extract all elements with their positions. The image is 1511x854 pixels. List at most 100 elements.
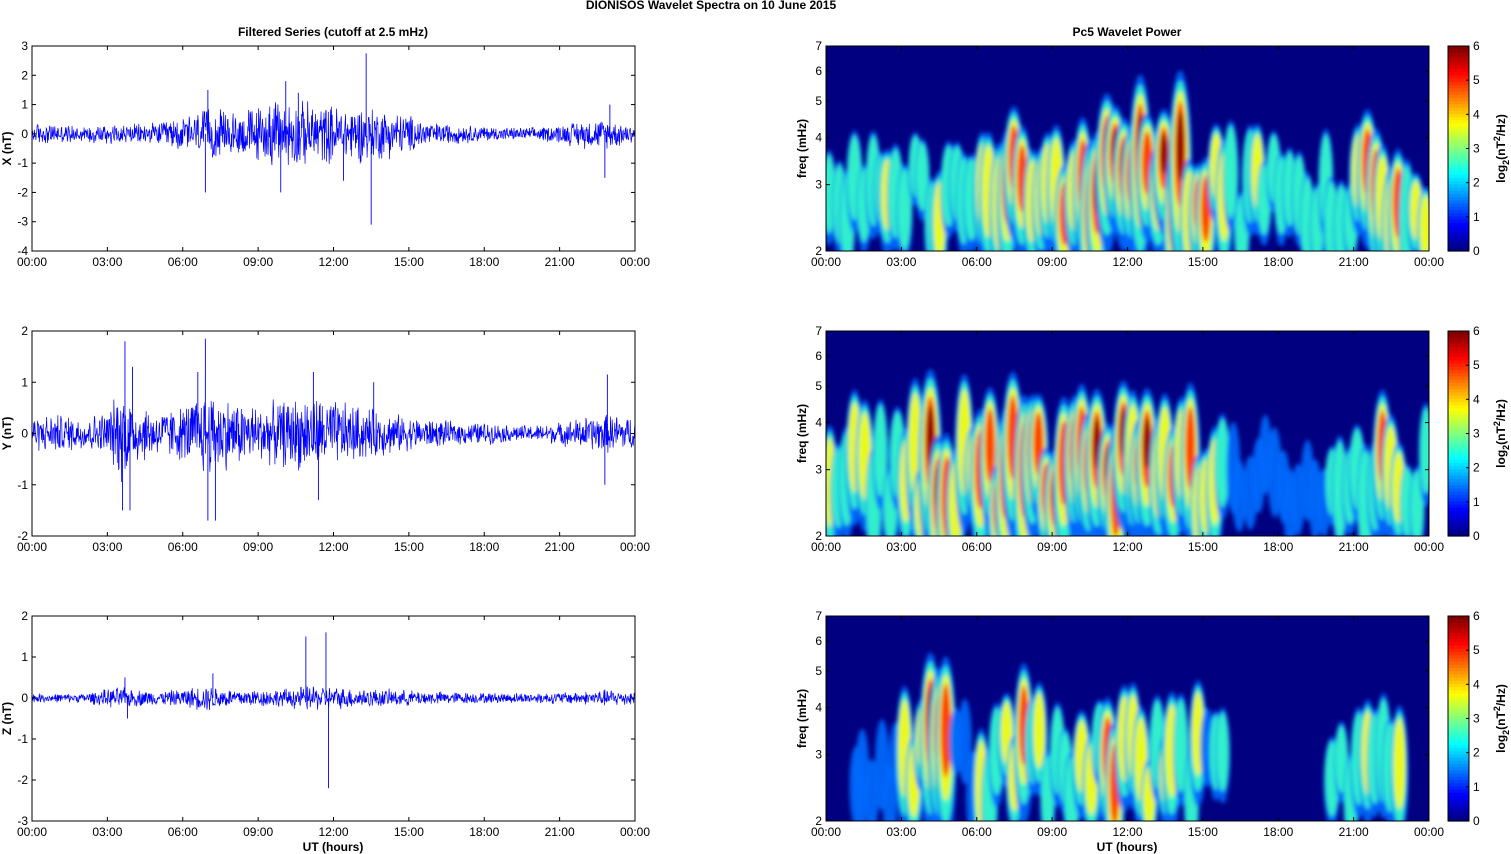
x-tick-label: 21:00 bbox=[1339, 540, 1369, 554]
y-tick-label: 6 bbox=[815, 349, 822, 363]
right-column-title: Pc5 Wavelet Power bbox=[1073, 25, 1182, 39]
x-tick-label: 06:00 bbox=[168, 540, 198, 554]
colorbar-cell bbox=[1448, 97, 1469, 102]
x-tick-label: 12:00 bbox=[318, 540, 348, 554]
colorbar-cell bbox=[1448, 337, 1469, 342]
x-tick-label: 00:00 bbox=[811, 255, 841, 269]
colorbar-cell bbox=[1448, 391, 1469, 396]
colorbar-cell bbox=[1448, 148, 1469, 153]
y-axis-label: X (nT) bbox=[0, 132, 14, 166]
plot-frame bbox=[31, 45, 636, 252]
x-tick-label: 15:00 bbox=[1188, 255, 1218, 269]
colorbar-cell bbox=[1448, 798, 1469, 803]
colorbar-cell bbox=[1448, 756, 1469, 761]
y-tick-label: -4 bbox=[17, 244, 28, 258]
x-tick-label: 15:00 bbox=[394, 540, 424, 554]
colorbar-cell bbox=[1448, 49, 1469, 53]
colorbar-tick-label: 5 bbox=[1473, 643, 1480, 657]
x-tick-label: 00:00 bbox=[620, 255, 650, 269]
colorbar-cell bbox=[1448, 241, 1469, 246]
colorbar-label-part: 2 bbox=[1501, 730, 1511, 735]
x-tick-label: 12:00 bbox=[318, 825, 348, 839]
colorbar-cell bbox=[1448, 379, 1469, 383]
colorbar-cell bbox=[1448, 58, 1469, 63]
power-blobs bbox=[826, 369, 1429, 536]
colorbar-cell bbox=[1448, 523, 1469, 527]
x-tick-label: 03:00 bbox=[92, 255, 122, 269]
colorbar-cell bbox=[1448, 334, 1469, 338]
y-tick-label: 2 bbox=[815, 244, 822, 258]
colorbar-cell bbox=[1448, 683, 1469, 688]
y-tick-label: 3 bbox=[21, 39, 28, 53]
colorbar-cell bbox=[1448, 46, 1469, 50]
x-tick-label: 06:00 bbox=[168, 255, 198, 269]
y-axis-label: freq (mHz) bbox=[795, 404, 809, 463]
plot-frame bbox=[31, 615, 636, 822]
colorbar-cell bbox=[1448, 801, 1469, 806]
colorbar-tick-label: 3 bbox=[1473, 712, 1480, 726]
colorbar-cell bbox=[1448, 110, 1469, 114]
x-tick-label: 09:00 bbox=[243, 255, 273, 269]
colorbar-cell bbox=[1448, 177, 1469, 182]
colorbar-cell bbox=[1448, 244, 1469, 249]
colorbar-cell bbox=[1448, 238, 1469, 242]
colorbar-tick-label: 6 bbox=[1473, 609, 1480, 623]
x-tick-label: 03:00 bbox=[886, 825, 916, 839]
power-field bbox=[826, 616, 1429, 821]
left-x-axis-label: UT (hours) bbox=[303, 840, 364, 854]
x-tick-label: 12:00 bbox=[1112, 825, 1142, 839]
power-contour bbox=[1224, 125, 1238, 219]
y-tick-label: 7 bbox=[815, 39, 822, 53]
y-tick-label: -1 bbox=[17, 732, 28, 746]
colorbar-cell bbox=[1448, 375, 1469, 380]
colorbar-cell bbox=[1448, 247, 1469, 252]
x-tick-label: 09:00 bbox=[243, 540, 273, 554]
y-tick-label: 4 bbox=[815, 416, 822, 430]
colorbar-cell bbox=[1448, 468, 1469, 473]
colorbar-cell bbox=[1448, 708, 1469, 713]
colorbar-label-part: 2 bbox=[1492, 136, 1502, 141]
y-axis-label: Z (nT) bbox=[0, 702, 14, 735]
colorbar-tick-label: 3 bbox=[1473, 427, 1480, 441]
colorbar-cell bbox=[1448, 183, 1469, 188]
colorbar-tick-label: 6 bbox=[1473, 39, 1480, 53]
colorbar-cell bbox=[1448, 747, 1469, 752]
power-blobs bbox=[849, 652, 1409, 821]
colorbar-label-part: 2 bbox=[1492, 421, 1502, 426]
colorbar-cell bbox=[1448, 119, 1469, 124]
colorbar-cell bbox=[1448, 500, 1469, 505]
colorbar-cell bbox=[1448, 106, 1469, 111]
colorbar-label: log2(nT2/Hz) bbox=[1492, 684, 1511, 753]
colorbar-cell bbox=[1448, 664, 1469, 668]
colorbar-cell bbox=[1448, 436, 1469, 441]
y-tick-label: 5 bbox=[815, 94, 822, 108]
x-tick-label: 12:00 bbox=[1112, 540, 1142, 554]
colorbar-cell bbox=[1448, 811, 1469, 816]
x-tick-label: 18:00 bbox=[469, 825, 499, 839]
colorbar-cell bbox=[1448, 635, 1469, 640]
colorbar-cell bbox=[1448, 420, 1469, 425]
colorbar-cell bbox=[1448, 340, 1469, 345]
colorbar-cell bbox=[1448, 68, 1469, 73]
colorbar-label-part: /Hz) bbox=[1494, 684, 1508, 706]
colorbar-cell bbox=[1448, 122, 1469, 127]
colorbar-label-part: log bbox=[1494, 735, 1508, 753]
y-tick-label: -2 bbox=[17, 529, 28, 543]
colorbar-cell bbox=[1448, 712, 1469, 716]
colorbar-cell bbox=[1448, 71, 1469, 76]
colorbar-label-part: /Hz) bbox=[1494, 399, 1508, 421]
colorbar-cell bbox=[1448, 116, 1469, 121]
colorbar-cell bbox=[1448, 353, 1469, 358]
y-tick-label: 2 bbox=[21, 609, 28, 623]
x-tick-label: 00:00 bbox=[17, 255, 47, 269]
y-tick-label: 0 bbox=[21, 127, 28, 141]
colorbar-label-part: 2 bbox=[1492, 706, 1502, 711]
colorbar-cell bbox=[1448, 382, 1469, 387]
colorbar-cell bbox=[1448, 641, 1469, 646]
